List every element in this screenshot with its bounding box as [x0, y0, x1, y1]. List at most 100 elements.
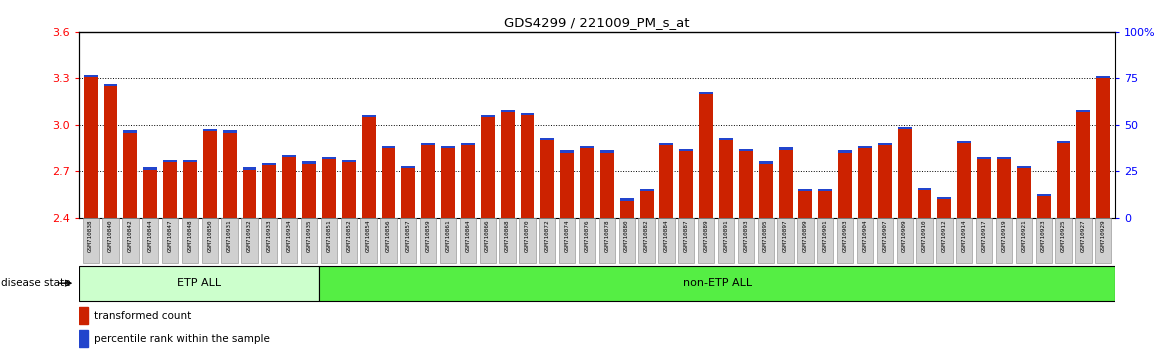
Text: GSM710901: GSM710901: [823, 219, 828, 252]
Bar: [500, 110, 514, 113]
Bar: [580, 148, 594, 218]
Text: GSM710907: GSM710907: [882, 219, 887, 252]
FancyBboxPatch shape: [182, 218, 198, 263]
Text: GSM710870: GSM710870: [525, 219, 530, 252]
Bar: [1017, 166, 1031, 168]
Text: GSM710856: GSM710856: [386, 219, 391, 252]
Text: GSM710880: GSM710880: [624, 219, 629, 252]
Text: GSM710847: GSM710847: [168, 219, 173, 252]
Bar: [1056, 141, 1070, 143]
Text: GSM710887: GSM710887: [683, 219, 689, 252]
Text: non-ETP ALL: non-ETP ALL: [682, 278, 752, 288]
FancyBboxPatch shape: [123, 218, 139, 263]
FancyBboxPatch shape: [638, 218, 654, 263]
Text: GSM710895: GSM710895: [763, 219, 768, 252]
Text: GSM710861: GSM710861: [446, 219, 450, 252]
Bar: [144, 167, 157, 170]
Bar: [541, 138, 555, 140]
Bar: [481, 117, 494, 218]
Bar: [263, 165, 277, 218]
Text: GSM710929: GSM710929: [1101, 219, 1106, 252]
FancyBboxPatch shape: [777, 218, 793, 263]
Bar: [758, 161, 772, 164]
FancyBboxPatch shape: [916, 218, 932, 263]
Bar: [660, 145, 674, 218]
Text: percentile rank within the sample: percentile rank within the sample: [94, 333, 270, 343]
Text: GSM710876: GSM710876: [585, 219, 589, 252]
Text: GSM710933: GSM710933: [266, 219, 272, 252]
Text: GSM710909: GSM710909: [902, 219, 907, 252]
Bar: [342, 162, 356, 218]
Bar: [163, 162, 177, 218]
Bar: [361, 115, 375, 117]
Bar: [203, 131, 217, 218]
Bar: [422, 145, 435, 218]
FancyBboxPatch shape: [658, 218, 675, 263]
Text: GSM710889: GSM710889: [704, 219, 709, 252]
FancyBboxPatch shape: [281, 218, 298, 263]
Bar: [958, 141, 972, 143]
Text: GSM710878: GSM710878: [604, 219, 609, 252]
Bar: [680, 149, 694, 151]
Text: GSM710874: GSM710874: [565, 219, 570, 252]
Bar: [163, 160, 177, 162]
Text: GSM710884: GSM710884: [664, 219, 669, 252]
FancyBboxPatch shape: [957, 218, 973, 263]
Bar: [739, 149, 753, 151]
FancyBboxPatch shape: [1095, 218, 1112, 263]
Bar: [758, 164, 772, 218]
Bar: [799, 189, 813, 192]
FancyBboxPatch shape: [797, 218, 814, 263]
Bar: [183, 162, 197, 218]
Bar: [778, 147, 792, 150]
Text: GSM710912: GSM710912: [941, 219, 947, 252]
Text: GSM710893: GSM710893: [743, 219, 748, 252]
Text: GSM710864: GSM710864: [466, 219, 470, 252]
Bar: [719, 140, 733, 218]
FancyBboxPatch shape: [540, 218, 556, 263]
Text: GSM710840: GSM710840: [108, 219, 113, 252]
Bar: [342, 160, 356, 162]
Bar: [103, 86, 117, 218]
Text: GSM710851: GSM710851: [327, 219, 331, 252]
FancyBboxPatch shape: [857, 218, 873, 263]
Bar: [838, 153, 852, 218]
Bar: [500, 113, 514, 218]
Text: GSM710857: GSM710857: [405, 219, 411, 252]
Bar: [302, 164, 316, 218]
Text: GSM710899: GSM710899: [802, 219, 808, 252]
Bar: [680, 151, 694, 218]
Text: GSM710850: GSM710850: [207, 219, 212, 252]
Bar: [283, 157, 296, 218]
Bar: [938, 199, 952, 218]
FancyBboxPatch shape: [1055, 218, 1071, 263]
Text: GSM710891: GSM710891: [724, 219, 728, 252]
Bar: [1036, 194, 1050, 196]
Bar: [858, 146, 872, 148]
FancyBboxPatch shape: [698, 218, 714, 263]
Bar: [263, 163, 277, 165]
Bar: [958, 143, 972, 218]
Bar: [858, 148, 872, 218]
Bar: [639, 192, 653, 218]
FancyBboxPatch shape: [318, 266, 1115, 301]
Bar: [1097, 76, 1111, 78]
FancyBboxPatch shape: [996, 218, 1012, 263]
FancyBboxPatch shape: [1016, 218, 1032, 263]
Bar: [580, 146, 594, 148]
FancyBboxPatch shape: [618, 218, 635, 263]
Bar: [203, 129, 217, 131]
Bar: [520, 113, 534, 115]
FancyBboxPatch shape: [142, 218, 159, 263]
FancyBboxPatch shape: [360, 218, 376, 263]
Bar: [838, 150, 852, 153]
Text: GSM710935: GSM710935: [307, 219, 312, 252]
Bar: [660, 143, 674, 145]
FancyBboxPatch shape: [102, 218, 118, 263]
FancyBboxPatch shape: [460, 218, 476, 263]
Bar: [83, 77, 97, 218]
FancyBboxPatch shape: [262, 218, 278, 263]
FancyBboxPatch shape: [479, 218, 496, 263]
Bar: [600, 153, 614, 218]
FancyBboxPatch shape: [718, 218, 734, 263]
